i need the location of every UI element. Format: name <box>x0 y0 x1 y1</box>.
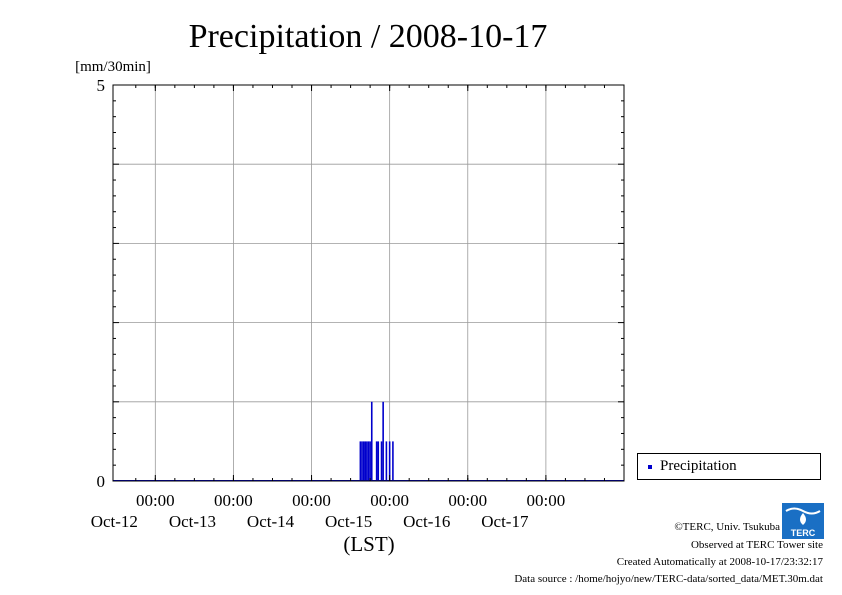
legend-label: Precipitation <box>660 458 737 474</box>
axis-tick-labels: 0 5 00:00 Oct-12 00:00 Oct-13 00:00 Oct-14 00:00… <box>91 76 566 531</box>
chart-title: Precipitation / 2008-10-17 <box>189 18 548 55</box>
x-tick-label-date: Oct-17 <box>481 512 529 531</box>
plot-frame <box>112 84 625 482</box>
bars-layer <box>113 401 624 481</box>
observed-text: Observed at TERC Tower site <box>690 539 823 551</box>
x-tick-label-time: 00:00 <box>214 491 253 510</box>
x-tick-label-date: Oct-13 <box>169 512 216 531</box>
axis-ticks <box>113 85 624 481</box>
y-tick-label: 0 <box>97 472 106 491</box>
terc-logo: TERC <box>782 503 824 539</box>
grid-lines <box>113 85 624 481</box>
created-text: Created Automatically at 2008-10-17/23:3… <box>616 556 823 568</box>
legend-swatch <box>648 465 652 469</box>
x-tick-label-time: 00:00 <box>527 491 566 510</box>
data-source-text: Data source : /home/hojyo/new/TERC-data/… <box>514 573 823 585</box>
copyright-text: ©TERC, Univ. Tsukuba <box>674 521 780 533</box>
x-tick-label-date: Oct-16 <box>403 512 450 531</box>
y-tick-label: 5 <box>97 76 106 95</box>
y-axis-label: [mm/30min] <box>75 59 151 75</box>
x-tick-label-date: Oct-12 <box>91 512 138 531</box>
x-tick-label-time: 00:00 <box>370 491 409 510</box>
x-axis-label: (LST) <box>343 532 394 556</box>
x-tick-label-time: 00:00 <box>292 491 331 510</box>
logo-text: TERC <box>791 528 816 538</box>
x-tick-label-date: Oct-15 <box>325 512 372 531</box>
x-tick-label-date: Oct-14 <box>247 512 295 531</box>
legend: Precipitation <box>637 453 821 480</box>
x-tick-label-time: 00:00 <box>448 491 487 510</box>
x-tick-label-time: 00:00 <box>136 491 175 510</box>
